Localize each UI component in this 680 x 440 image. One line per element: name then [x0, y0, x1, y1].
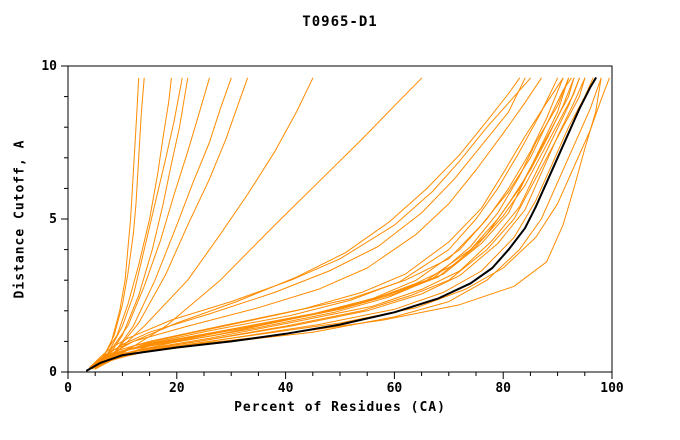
x-axis-label: Percent of Residues (CA): [234, 400, 446, 415]
y-ticks: 0 5 10: [41, 59, 68, 380]
series-model-17: [94, 77, 602, 368]
series-model-08: [94, 77, 248, 368]
series-lines: [86, 77, 610, 372]
series-model-21: [89, 77, 531, 368]
x-tick-label: 0: [64, 381, 72, 396]
series-model-06: [94, 77, 210, 368]
series-model-20: [89, 77, 542, 368]
series-model-09: [94, 77, 314, 368]
y-axis-label: Distance Cutoff, A: [12, 139, 28, 299]
y-tick-label: 0: [49, 365, 57, 380]
series-model-04: [94, 77, 183, 368]
x-ticks: 0 20 40 60 80 100: [64, 372, 624, 396]
series-model-22: [94, 77, 526, 367]
series-reference: [86, 77, 597, 372]
y-tick-label: 5: [49, 212, 57, 227]
series-model-24: [89, 77, 569, 370]
series-model-25: [94, 77, 580, 369]
y-tick-label: 10: [41, 59, 57, 74]
x-tick-label: 60: [387, 381, 403, 396]
series-model-27: [94, 77, 572, 368]
series-model-28: [89, 77, 586, 370]
series-model-01: [89, 77, 140, 370]
x-tick-label: 80: [495, 381, 511, 396]
x-tick-label: 20: [169, 381, 185, 396]
series-model-23: [94, 77, 520, 367]
series-model-07: [94, 77, 232, 368]
chart-title: T0965-D1: [302, 14, 378, 30]
series-model-30: [89, 77, 564, 369]
x-tick-label: 40: [278, 381, 294, 396]
x-tick-label: 100: [600, 381, 624, 396]
series-model-03: [89, 77, 172, 370]
